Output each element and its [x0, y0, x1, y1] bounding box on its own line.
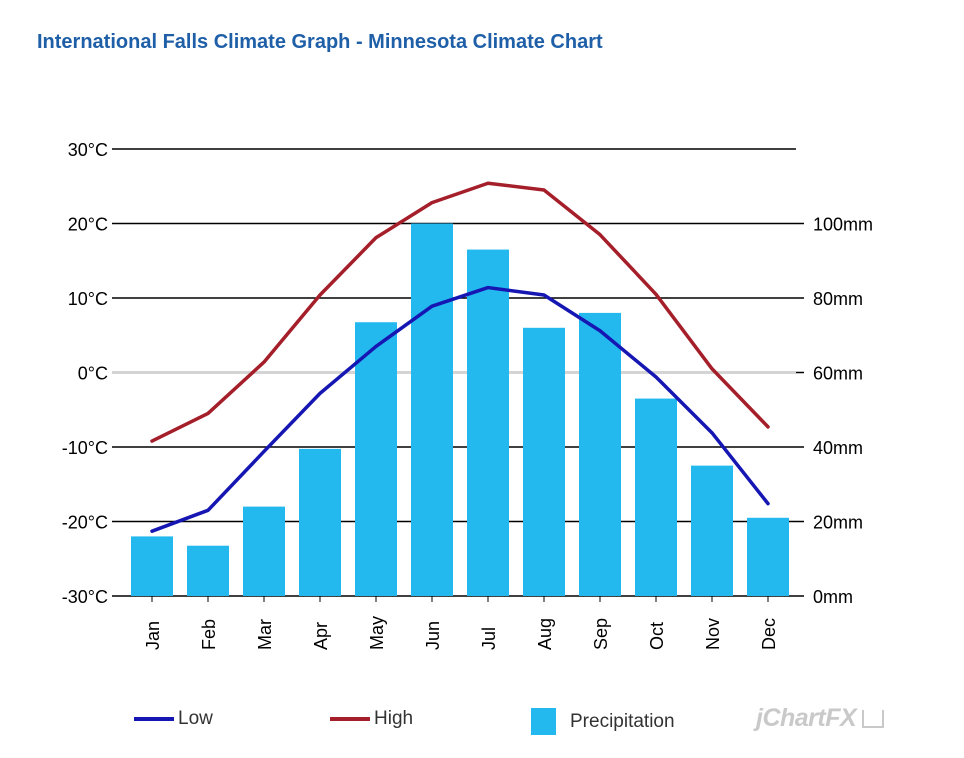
point-low-dec [766, 502, 770, 506]
bar-precipitation-sep [579, 312, 621, 596]
bar-precipitation-aug [523, 327, 565, 596]
bar-precipitation-apr [299, 448, 341, 596]
x-tick-label-nov: Nov [703, 618, 723, 650]
legend-item-high[interactable]: High [330, 708, 413, 730]
x-tick-label-mar: Mar [255, 619, 275, 650]
y-left-tick-label: 0°C [78, 364, 108, 384]
point-high-jul [486, 181, 490, 185]
x-tick-label-sep: Sep [591, 618, 611, 650]
y-right-tick-label: 100mm [813, 215, 873, 235]
y-right-tick-label: 0mm [813, 587, 853, 607]
legend-item-precipitation[interactable]: Precipitation [531, 708, 675, 735]
line-high [150, 181, 770, 443]
x-tick-label-jul: Jul [479, 627, 499, 650]
point-low-jun [430, 304, 434, 308]
point-low-feb [206, 508, 210, 512]
y-left-tick-label: 10°C [68, 289, 108, 309]
point-low-aug [542, 293, 546, 297]
chart-title: International Falls Climate Graph - Minn… [37, 31, 603, 53]
bar-precipitation-jun [411, 223, 453, 596]
point-high-jun [430, 201, 434, 205]
bar-precipitation-oct [635, 398, 677, 596]
x-tick-label-feb: Feb [199, 619, 219, 650]
legend-swatch-high [330, 717, 370, 721]
chart-logo-icon [862, 710, 885, 729]
jchartfx-watermark: jChartFX [756, 704, 885, 733]
point-low-apr [318, 391, 322, 395]
bar-precipitation-mar [243, 506, 285, 596]
y-right-tick-label: 80mm [813, 289, 863, 309]
point-high-nov [710, 367, 714, 371]
point-low-oct [654, 375, 658, 379]
x-tick-label-jun: Jun [423, 621, 443, 650]
point-high-jan [150, 439, 154, 443]
bar-precipitation-jul [467, 249, 509, 596]
x-tick-label-aug: Aug [535, 618, 555, 650]
point-high-mar [262, 360, 266, 364]
point-low-jul [486, 286, 490, 290]
point-high-feb [206, 411, 210, 415]
y-left-tick-label: 30°C [68, 140, 108, 160]
x-tick-label-jan: Jan [143, 621, 163, 650]
x-tick-label-oct: Oct [647, 622, 667, 650]
y-left-tick-label: -30°C [62, 587, 108, 607]
x-tick-label-apr: Apr [311, 622, 331, 650]
x-tick-label-dec: Dec [759, 618, 779, 650]
point-high-oct [654, 292, 658, 296]
point-high-sep [598, 233, 602, 237]
climate-chart: 30°C 20°C 10°C 0°C -10°C -20°C -30°C 100mm 80mm 6… [62, 140, 873, 650]
point-low-mar [262, 449, 266, 453]
point-high-aug [542, 188, 546, 192]
axes: 30°C 20°C 10°C 0°C -10°C -20°C -30°C 100mm 80mm 6… [62, 140, 873, 650]
point-high-apr [318, 293, 322, 297]
x-tick-label-may: May [367, 616, 387, 650]
y-left-tick-label: 20°C [68, 215, 108, 235]
y-left-tick-label: -20°C [62, 513, 108, 533]
bar-precipitation-jan [131, 536, 173, 596]
line-low [150, 285, 770, 533]
y-right-tick-label: 20mm [813, 513, 863, 533]
watermark-text: jChartFX [756, 704, 857, 732]
point-high-dec [766, 425, 770, 429]
y-right-tick-label: 40mm [813, 438, 863, 458]
temperature-lines [150, 181, 770, 533]
point-low-jan [150, 529, 154, 533]
y-left-tick-label: -10°C [62, 438, 108, 458]
y-right-tick-label: 60mm [813, 364, 863, 384]
legend-item-low[interactable]: Low [134, 708, 213, 730]
legend-label-high: High [374, 708, 414, 729]
bar-precipitation-dec [747, 517, 789, 596]
bar-precipitation-nov [691, 465, 733, 596]
bar-precipitation-feb [187, 545, 229, 596]
legend-label-precipitation: Precipitation [570, 710, 675, 732]
point-high-may [374, 236, 378, 240]
legend-label-low: Low [178, 708, 213, 729]
bar-precipitation-may [355, 322, 397, 596]
legend-swatch-low [134, 717, 174, 721]
point-low-nov [710, 431, 714, 435]
point-low-may [374, 344, 378, 348]
point-low-sep [598, 329, 602, 333]
legend-swatch-precipitation [531, 708, 556, 735]
precipitation-bars [131, 223, 789, 596]
